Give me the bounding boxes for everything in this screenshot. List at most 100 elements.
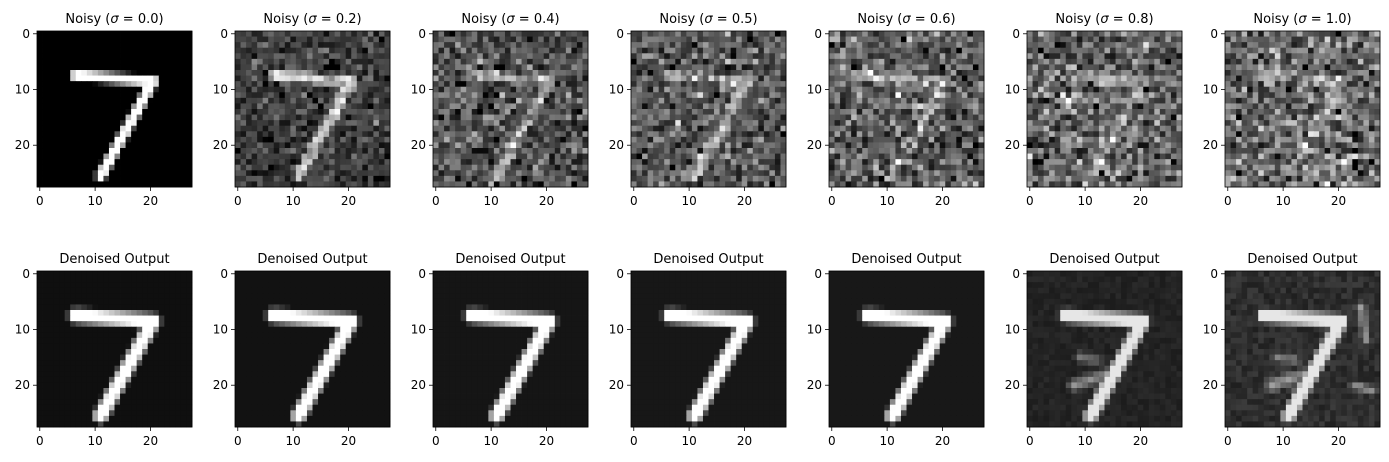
- pixel: [136, 92, 143, 99]
- pixel: [290, 153, 297, 160]
- pixel: [312, 131, 319, 138]
- pixel: [142, 92, 149, 99]
- pixel: [1137, 70, 1144, 76]
- pixel: [702, 181, 709, 188]
- pixel: [251, 53, 258, 60]
- pixel: [851, 42, 858, 49]
- pixel: [433, 53, 439, 60]
- pixel: [845, 64, 852, 71]
- pixel: [1082, 86, 1089, 93]
- pixel: [1121, 86, 1128, 93]
- pixel: [774, 58, 781, 65]
- pixel: [516, 131, 522, 138]
- pixel: [669, 153, 676, 160]
- pixel: [736, 114, 743, 121]
- pixel: [658, 58, 665, 65]
- pixel: [900, 97, 907, 104]
- pixel: [967, 36, 974, 43]
- pixel: [774, 109, 781, 115]
- pixel: [257, 81, 264, 88]
- pixel: [923, 53, 930, 60]
- pixel: [763, 36, 770, 43]
- pixel: [532, 64, 539, 71]
- pixel: [306, 175, 313, 182]
- pixel: [774, 86, 781, 93]
- pixel: [1121, 58, 1128, 65]
- x-tick-label: 0: [828, 194, 836, 208]
- pixel: [521, 42, 528, 49]
- pixel: [295, 92, 302, 99]
- pixel: [103, 64, 110, 71]
- pixel: [845, 114, 852, 121]
- pixel: [752, 64, 759, 71]
- pixel: [37, 148, 43, 154]
- pixel: [829, 31, 835, 37]
- pixel: [273, 136, 280, 143]
- pixel: [1093, 170, 1100, 177]
- pixel: [961, 114, 968, 121]
- title-part-sigma: σ: [1298, 12, 1307, 27]
- pixel: [708, 114, 715, 121]
- pixel: [235, 103, 241, 110]
- pixel: [658, 75, 665, 82]
- pixel: [780, 36, 787, 43]
- pixel: [257, 47, 264, 54]
- pixel: [340, 109, 347, 115]
- pixel: [917, 120, 924, 127]
- pixel: [658, 53, 665, 60]
- pixel: [460, 42, 467, 49]
- pixel: [923, 103, 930, 110]
- pixel: [653, 64, 660, 71]
- pixel: [482, 164, 489, 171]
- pixel: [158, 42, 165, 49]
- pixel: [499, 42, 506, 49]
- pixel: [1093, 181, 1100, 188]
- pixel: [384, 142, 391, 149]
- pixel: [1027, 97, 1033, 104]
- pixel: [86, 175, 93, 182]
- pixel: [449, 181, 456, 188]
- pixel: [1121, 109, 1128, 115]
- pixel: [669, 58, 676, 65]
- pixel: [471, 114, 478, 121]
- pixel: [290, 36, 297, 43]
- pixel: [273, 31, 280, 37]
- pixel: [653, 36, 660, 43]
- pixel: [153, 75, 160, 82]
- pixel: [378, 42, 385, 49]
- pixel: [560, 64, 567, 71]
- pixel: [279, 31, 286, 37]
- pixel: [246, 47, 253, 54]
- pixel: [136, 70, 143, 76]
- pixel: [1076, 170, 1083, 177]
- pixel: [362, 109, 369, 115]
- pixel: [1319, 31, 1326, 37]
- pixel: [262, 164, 269, 171]
- pixel: [433, 31, 439, 37]
- pixel: [658, 120, 665, 127]
- pixel: [251, 120, 258, 127]
- y-tick-label: 0: [418, 27, 426, 41]
- pixel: [1049, 86, 1056, 93]
- pixel: [351, 64, 358, 71]
- pixel: [664, 97, 671, 104]
- pixel: [571, 131, 578, 138]
- pixel: [675, 64, 682, 71]
- pixel: [1148, 97, 1155, 104]
- pixel: [70, 159, 77, 166]
- pixel: [1038, 81, 1045, 88]
- pixel: [571, 109, 578, 115]
- pixel: [1148, 164, 1155, 171]
- pixel: [845, 153, 852, 160]
- pixel: [1098, 175, 1105, 182]
- pixel: [532, 53, 539, 60]
- pixel: [741, 142, 748, 149]
- pixel: [1132, 142, 1139, 149]
- pixel: [136, 131, 143, 138]
- pixel: [103, 114, 110, 121]
- pixel: [1054, 97, 1061, 104]
- pixel: [1038, 109, 1045, 115]
- pixel: [873, 53, 880, 60]
- pixel: [565, 92, 572, 99]
- pixel: [290, 181, 297, 188]
